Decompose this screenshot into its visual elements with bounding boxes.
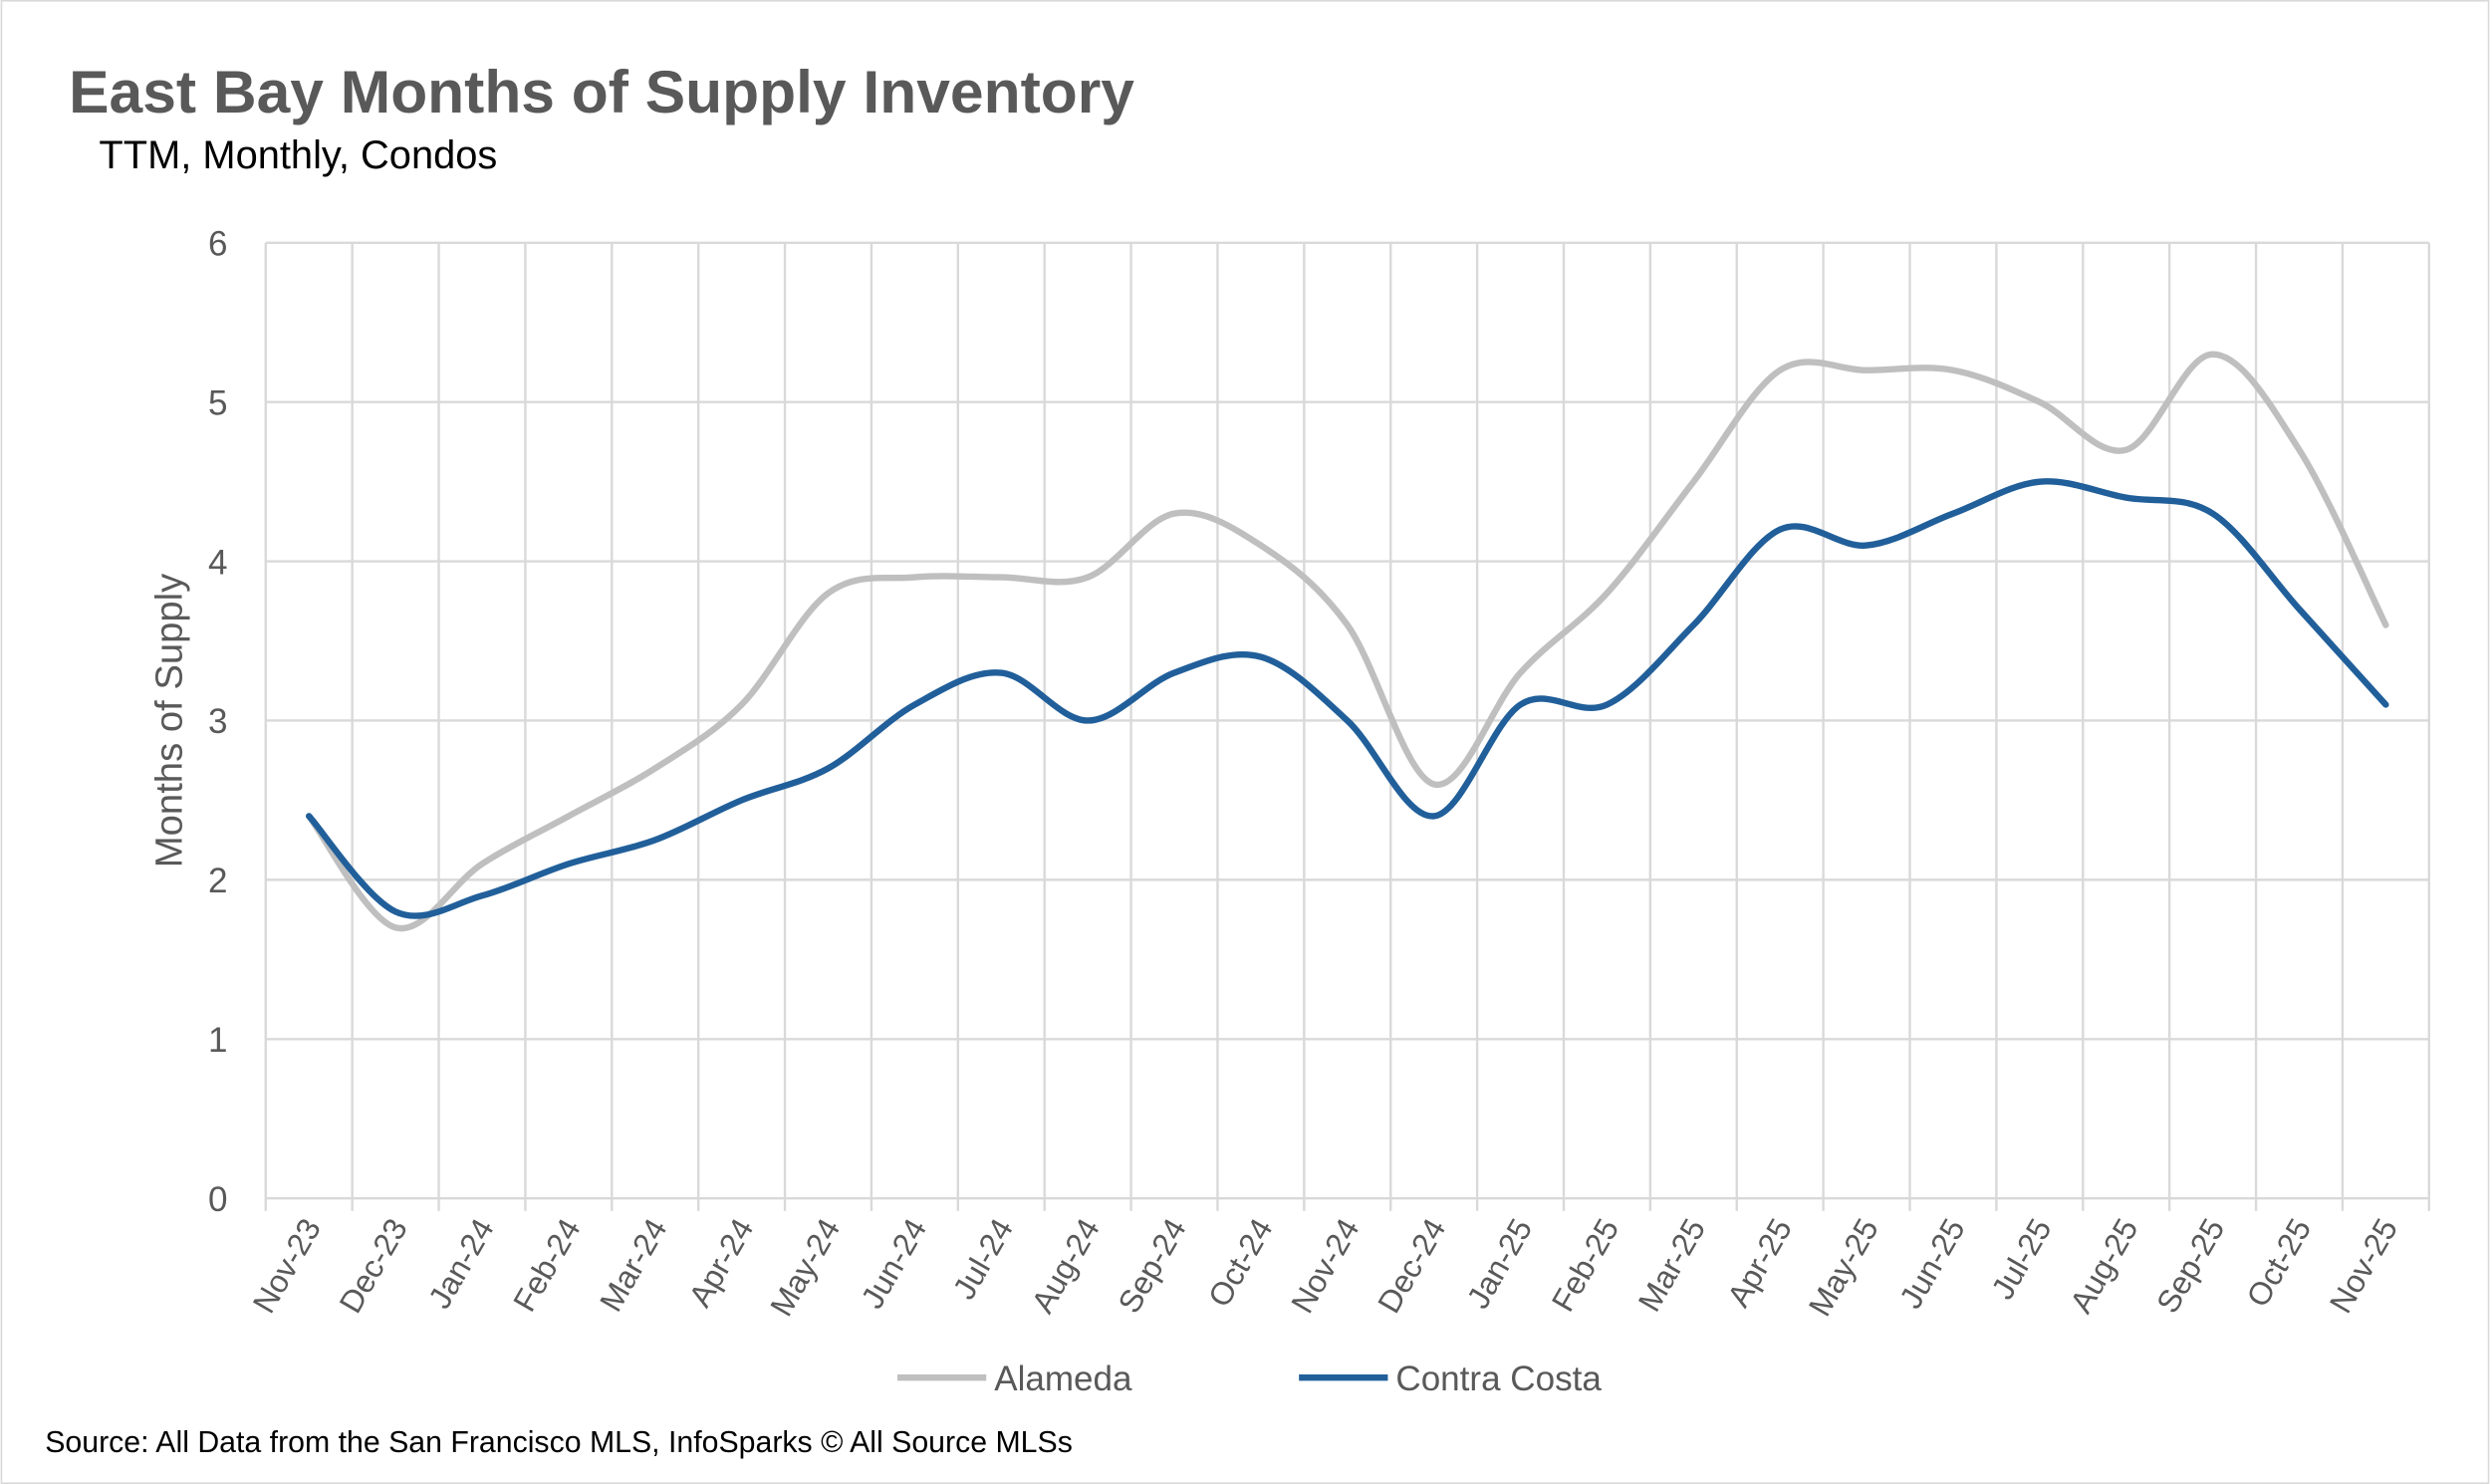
y-tick-label: 6	[208, 225, 227, 264]
y-tick-label: 2	[208, 862, 227, 900]
series-line	[306, 478, 2389, 919]
legend-label: Contra Costa	[1395, 1360, 1602, 1398]
y-tick-label: 1	[208, 1021, 227, 1060]
y-axis-label: Months of Supply	[147, 573, 190, 867]
chart-subtitle: TTM, Monthly, Condos	[99, 133, 497, 177]
legend-label: Alameda	[994, 1360, 1132, 1398]
y-tick-label: 5	[208, 383, 227, 422]
y-tick-label: 0	[208, 1180, 227, 1219]
y-tick-label: 3	[208, 702, 227, 741]
series-line	[306, 351, 2389, 932]
source-note: Source: All Data from the San Francisco …	[45, 1426, 1073, 1459]
y-tick-label: 4	[208, 543, 227, 582]
chart-title: East Bay Months of Supply Inventory	[69, 58, 1134, 125]
